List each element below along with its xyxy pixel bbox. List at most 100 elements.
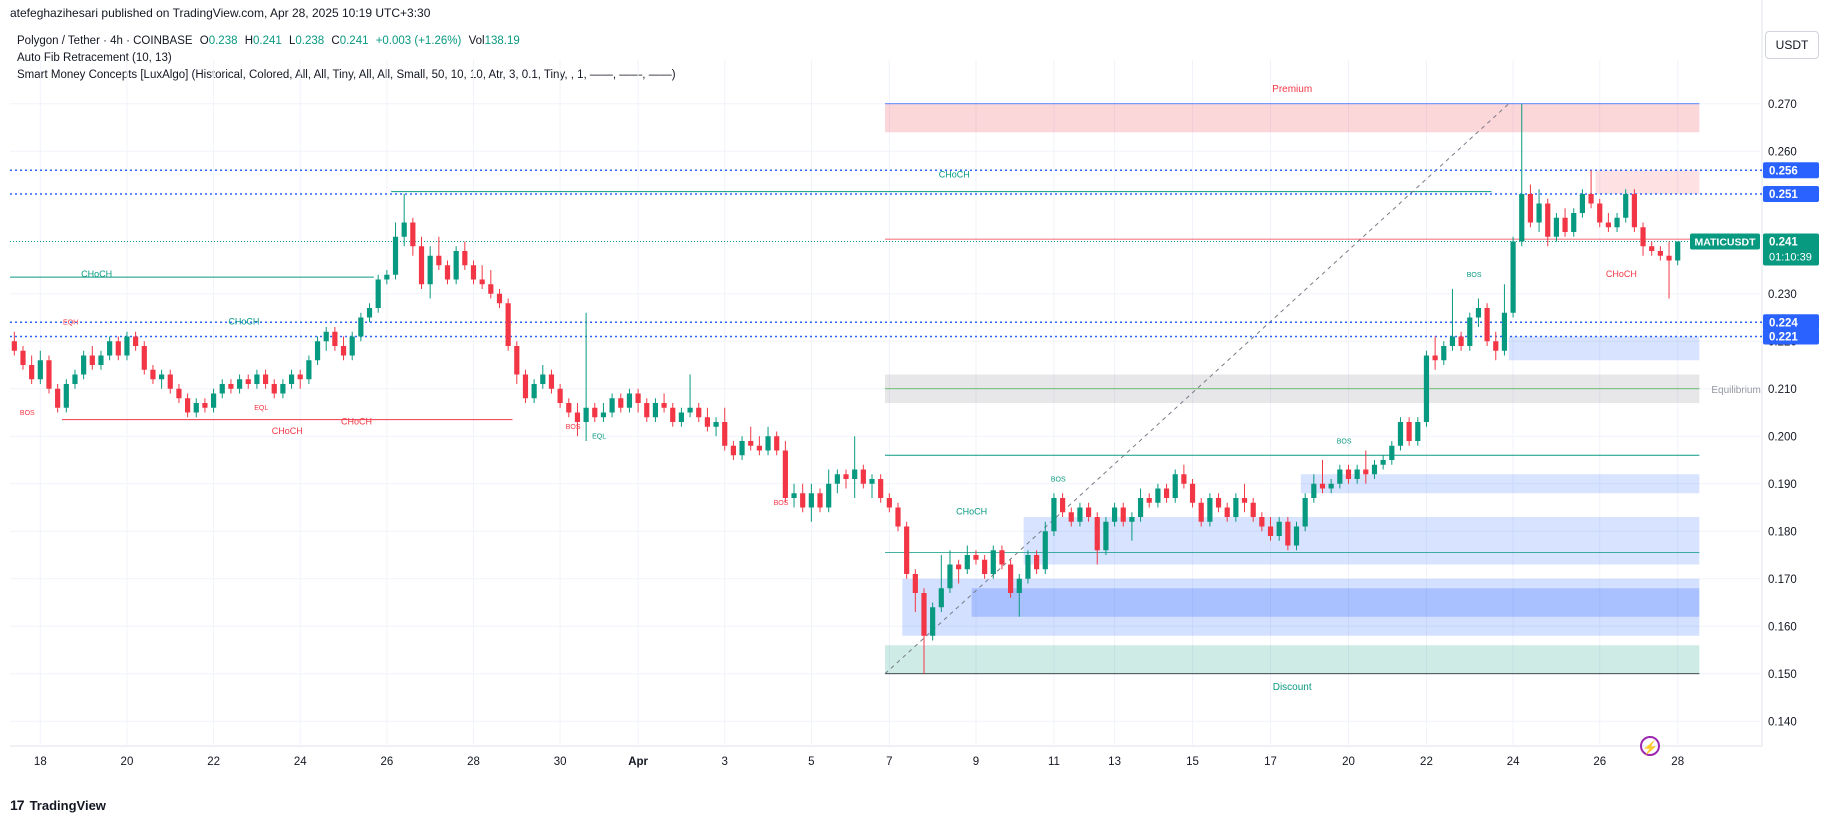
- indicator-fib[interactable]: Auto Fib Retracement (10, 13): [17, 52, 172, 64]
- y-tick-label: 0.160: [1768, 621, 1797, 633]
- candle-body: [748, 441, 754, 446]
- candle-body: [401, 222, 407, 237]
- candle-body: [1562, 217, 1568, 232]
- candle-body: [254, 374, 260, 384]
- smc-label: CHoCH: [1606, 269, 1637, 279]
- candle-body: [349, 336, 355, 356]
- price-tag-bg: [1763, 186, 1819, 202]
- candle-body: [1623, 194, 1629, 218]
- candle-body: [756, 445, 762, 451]
- candle-body: [540, 374, 546, 384]
- candle-body: [514, 346, 520, 375]
- candle-body: [1380, 460, 1386, 465]
- candle-body: [436, 255, 442, 266]
- lightning-icon[interactable]: ⚡: [1640, 736, 1660, 756]
- x-tick-label: 22: [1420, 756, 1433, 768]
- candle-body: [1484, 308, 1490, 342]
- candle-body: [730, 445, 736, 456]
- candle-body: [280, 384, 286, 394]
- smc-label: BOS: [20, 410, 35, 417]
- indicator-smc[interactable]: Smart Money Concepts [LuxAlgo] (Historic…: [17, 69, 676, 81]
- currency-button[interactable]: USDT: [1765, 31, 1819, 59]
- candle-body: [1510, 241, 1516, 313]
- candle-body: [1449, 336, 1456, 346]
- candle-body: [1267, 526, 1274, 536]
- smc-label: EQL: [592, 434, 606, 441]
- candle-body: [886, 498, 892, 508]
- candle-body: [488, 284, 494, 294]
- symbol-line[interactable]: Polygon / Tether · 4h · COINBASE: [17, 35, 193, 47]
- candle-body: [1397, 422, 1404, 446]
- candle-body: [1467, 317, 1473, 346]
- candle-body: [1631, 194, 1637, 228]
- candle-body: [635, 393, 641, 403]
- candle-body: [1337, 469, 1343, 484]
- candle-body: [55, 388, 61, 408]
- low-value: 0.238: [295, 35, 325, 47]
- open-label: O: [199, 35, 209, 47]
- candle-body: [661, 403, 667, 408]
- candle-body: [1146, 498, 1152, 503]
- candle-body: [774, 436, 780, 451]
- candle-body: [1519, 194, 1525, 242]
- x-tick-label: 20: [1342, 756, 1355, 768]
- candle-body: [271, 384, 277, 394]
- candle-body: [869, 479, 875, 484]
- candle-body: [202, 403, 208, 408]
- price-chart[interactable]: Premium Equilibrium Discount CHoCH CHoCH CHoC…: [0, 0, 1835, 790]
- candle-body: [375, 279, 381, 308]
- smc-label: EQH: [63, 320, 78, 327]
- countdown-tag: 01:10:39: [1769, 252, 1812, 264]
- candle-body: [1649, 246, 1655, 251]
- candle-body: [72, 374, 78, 384]
- candle-body: [1181, 474, 1187, 484]
- candle-body: [81, 355, 87, 375]
- publisher-line: atefeghazihesari published on TradingVie…: [10, 6, 431, 20]
- candle-body: [1077, 507, 1083, 522]
- candle-body: [1233, 498, 1239, 517]
- candle-body: [1129, 517, 1135, 522]
- candle-body: [999, 550, 1005, 565]
- x-tick-label: 17: [1264, 756, 1277, 768]
- price-tag: 0.256: [1769, 165, 1798, 177]
- candle-body: [358, 317, 364, 337]
- candle-body: [600, 412, 607, 418]
- open-value: 0.238: [208, 35, 238, 47]
- y-tick-label: 0.180: [1768, 526, 1797, 538]
- x-tick-label: 18: [34, 756, 47, 768]
- y-tick-label: 0.190: [1768, 479, 1797, 491]
- y-tick-label: 0.170: [1768, 574, 1797, 586]
- candle-body: [652, 403, 659, 418]
- candle-body: [1276, 521, 1282, 536]
- smc-label: CHoCH: [939, 169, 970, 179]
- candle-body: [46, 360, 52, 389]
- smc-label: BOS: [566, 424, 581, 431]
- candle-body: [592, 407, 598, 418]
- candle-body: [176, 388, 182, 399]
- candle-body: [687, 407, 693, 413]
- candle-body: [1545, 203, 1551, 237]
- candle-body: [1285, 521, 1291, 546]
- x-tick-label: 30: [554, 756, 567, 768]
- candle-body: [1207, 498, 1213, 522]
- x-tick-label: 9: [973, 756, 979, 768]
- candle-body: [930, 607, 936, 636]
- candle-body: [826, 483, 832, 508]
- candle-body: [470, 265, 477, 280]
- candle-body: [1068, 512, 1074, 522]
- candle-body: [1389, 445, 1395, 460]
- candle-body: [332, 331, 338, 346]
- candle-body: [800, 493, 806, 508]
- candle-body: [496, 293, 503, 304]
- candle-body: [306, 360, 312, 380]
- tradingview-logo[interactable]: 17 TradingView: [10, 797, 106, 813]
- candle-body: [1163, 488, 1170, 498]
- y-tick-label: 0.140: [1768, 716, 1797, 728]
- candle-body: [1432, 355, 1438, 361]
- current-price-bg: [1763, 233, 1819, 266]
- candle-body: [1250, 502, 1256, 517]
- y-tick-label: 0.200: [1768, 431, 1797, 443]
- candle-body: [765, 436, 771, 451]
- x-tick-label: 20: [121, 756, 134, 768]
- smc-label: CHoCH: [272, 426, 303, 436]
